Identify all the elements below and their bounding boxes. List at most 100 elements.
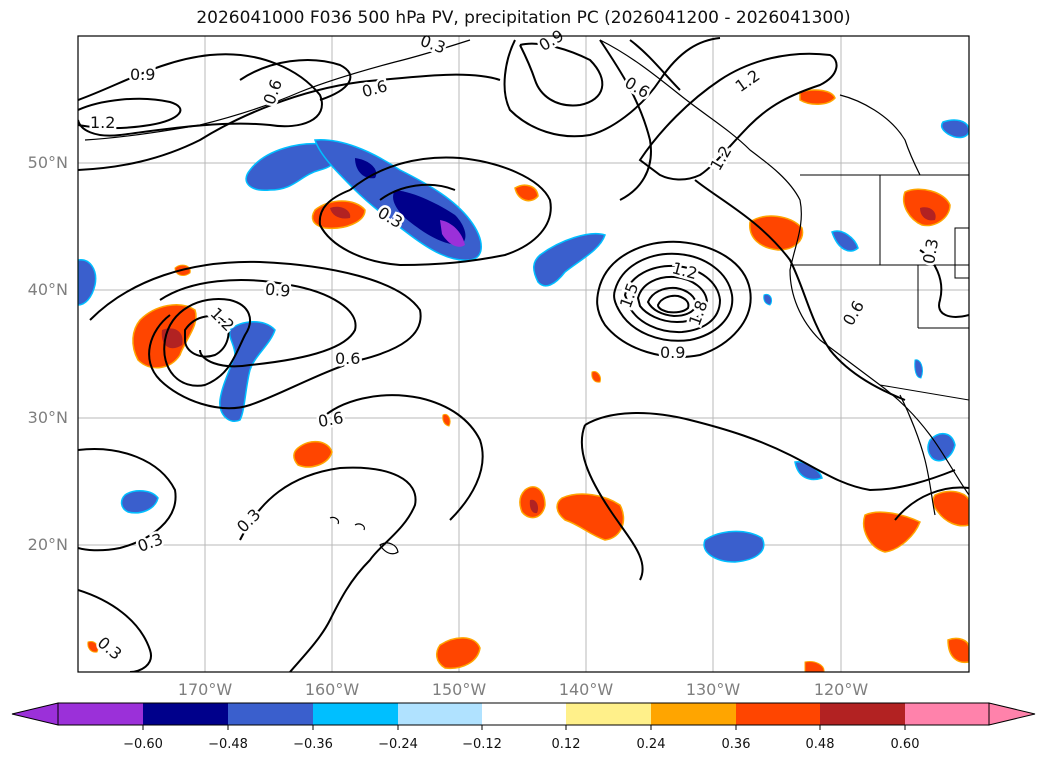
pv-contour-03-hawaii xyxy=(239,466,417,672)
colorbar xyxy=(11,702,1036,730)
pv-contour-03-inner xyxy=(379,183,456,201)
hawaii-island xyxy=(354,523,365,531)
colorbar-bin xyxy=(820,703,905,725)
colorbar-tick-label: 0.24 xyxy=(636,737,666,752)
precip-patch xyxy=(435,637,481,670)
lon-label: 150°W xyxy=(431,680,487,699)
pv-contour-15-low xyxy=(623,264,722,334)
colorbar-tick-label: −0.36 xyxy=(293,737,333,752)
pv-contour-09 xyxy=(78,53,323,137)
precip-patch xyxy=(947,637,969,664)
aleutian-coast xyxy=(84,39,471,141)
map-frame xyxy=(77,35,970,673)
hawaii-island xyxy=(379,542,399,555)
colorbar-tick-label: 0.36 xyxy=(721,737,751,752)
pv-contour-12 xyxy=(78,97,182,130)
precip-patch xyxy=(903,188,951,227)
colorbar-extend-min xyxy=(11,702,59,726)
precip-patch xyxy=(440,220,465,247)
precip-patch xyxy=(763,293,773,306)
baja-coast xyxy=(899,394,936,516)
precip-patch xyxy=(120,490,159,514)
pv-contour-03-mexico xyxy=(894,486,969,521)
precip-patch xyxy=(927,433,956,462)
precip-patch xyxy=(529,499,539,514)
lon-label: 140°W xyxy=(558,680,614,699)
pv-contours xyxy=(78,37,969,672)
pv-contour-09-west xyxy=(159,279,357,368)
precip-patch xyxy=(514,184,539,202)
contour-label: 0.9 xyxy=(130,65,155,84)
colorbar-bin xyxy=(905,703,989,725)
lat-label: 50°N xyxy=(27,153,68,172)
precip-patch xyxy=(940,119,969,139)
pv-contour-06-aleut xyxy=(239,59,352,101)
pv-contour-03-sw xyxy=(78,448,177,552)
us-mexico-border xyxy=(879,384,969,401)
pv-contour-03-inland xyxy=(919,249,969,318)
colorbar-tick-label: −0.12 xyxy=(462,737,502,752)
pv-contour-03-gulf xyxy=(503,37,721,138)
precip-patch xyxy=(799,89,836,105)
precip-patch xyxy=(804,661,825,672)
pv-contour-12-west xyxy=(163,298,251,387)
precip-patch xyxy=(831,230,859,252)
lon-label: 130°W xyxy=(685,680,741,699)
precip-patch xyxy=(78,259,97,306)
precip-negative-shading xyxy=(78,119,969,563)
contour-label: 0.9 xyxy=(660,343,685,362)
lat-label: 20°N xyxy=(27,535,68,554)
colorbar-bin xyxy=(736,703,820,725)
precip-patch xyxy=(330,206,351,219)
precip-patch xyxy=(914,359,923,379)
precip-patch xyxy=(703,530,765,563)
precip-patch xyxy=(355,158,377,179)
lon-label: 160°W xyxy=(304,680,360,699)
precip-patch xyxy=(591,371,601,383)
colorbar-bin xyxy=(651,703,736,725)
pv-contour-06-gulf xyxy=(519,42,604,107)
precip-patch xyxy=(442,413,451,427)
colorbar-bin xyxy=(398,703,482,725)
pv-contour-12-low xyxy=(613,252,734,342)
pv-contour-18-low xyxy=(636,275,709,324)
borders xyxy=(790,174,969,401)
state-border xyxy=(954,227,969,279)
pv-contour-09-low xyxy=(596,240,752,358)
pv-contour-03-central xyxy=(318,156,552,267)
colorbar-tick-label: −0.24 xyxy=(378,737,418,752)
colorbar-tick-label: −0.48 xyxy=(208,737,248,752)
precip-patch xyxy=(749,215,804,251)
colorbar-bin xyxy=(58,703,143,725)
pv-contour-18-inner xyxy=(646,286,698,318)
pv-contour-18-center xyxy=(656,294,690,314)
precip-patch xyxy=(87,641,99,653)
contour-label: 0.6 xyxy=(335,349,360,368)
lat-label: 30°N xyxy=(27,408,68,427)
colorbar-tick-label: 0.12 xyxy=(551,737,581,752)
contour-label: 0.9 xyxy=(264,280,291,301)
pv-contour-12-bc xyxy=(638,52,838,181)
hawaii-island xyxy=(329,516,340,525)
colorbar-tick-label: −0.60 xyxy=(123,737,163,752)
pv-contour-12-inner xyxy=(184,315,230,358)
pv-contour-06-alaska xyxy=(629,39,681,91)
lat-label: 40°N xyxy=(27,280,68,299)
precip-patch xyxy=(533,233,606,287)
colorbar-bin xyxy=(228,703,313,725)
pv-contour-06-coast xyxy=(694,179,906,401)
colorbar-bin xyxy=(143,703,228,725)
canada-coast xyxy=(839,94,921,176)
colorbar-bin xyxy=(482,703,566,725)
precip-patch xyxy=(920,207,936,221)
lon-label: 170°W xyxy=(177,680,233,699)
colorbar-frame xyxy=(57,702,990,726)
pv-contour-09-bc xyxy=(599,39,652,201)
pv-contour-06-north xyxy=(78,73,501,171)
colorbar-extend-max xyxy=(988,702,1036,726)
pv-contour-03-central2 xyxy=(319,394,484,521)
pv-contour-03-sw2 xyxy=(78,589,152,672)
colorbar-bin xyxy=(313,703,398,725)
map-area xyxy=(78,36,969,672)
